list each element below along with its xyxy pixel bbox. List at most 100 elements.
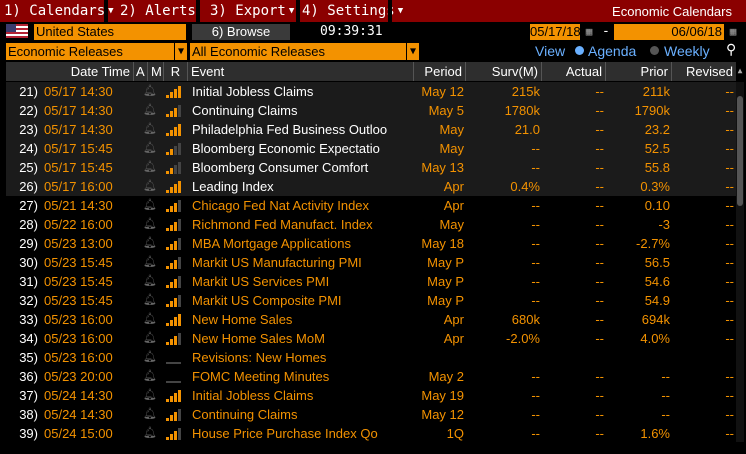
col-revised[interactable]: Revised	[686, 64, 733, 79]
table-row[interactable]: 36) 05/23 20:00 🔔︎ FOMC Meeting Minutes May …	[6, 367, 736, 386]
row-number[interactable]: 24)	[19, 141, 38, 156]
col-relevance[interactable]: R	[164, 62, 188, 81]
bell-icon[interactable]: 🔔︎	[143, 161, 157, 173]
table-row[interactable]: 35) 05/23 16:00 🔔︎ Revisions: New Homes	[6, 348, 736, 367]
row-event[interactable]: Bloomberg Consumer Comfort	[192, 160, 369, 175]
zoom-icon[interactable]: ⚲	[726, 42, 737, 58]
row-event[interactable]: FOMC Meeting Minutes	[192, 369, 330, 384]
radio-weekly-icon[interactable]	[650, 46, 659, 55]
col-survey[interactable]: Surv(M)	[466, 62, 542, 81]
calendar-icon[interactable]: ▦	[585, 25, 593, 38]
row-event[interactable]: House Price Purchase Index Qo	[192, 426, 378, 441]
bell-icon[interactable]: 🔔︎	[143, 332, 157, 344]
col-datetime[interactable]: Date Time	[6, 62, 134, 81]
row-event[interactable]: New Home Sales MoM	[192, 331, 325, 346]
bell-icon[interactable]: 🔔︎	[143, 199, 157, 211]
bell-icon[interactable]: 🔔︎	[143, 370, 157, 382]
menu-alerts[interactable]: 2) Alerts	[120, 3, 196, 19]
col-memo[interactable]: M	[148, 62, 164, 81]
bell-icon[interactable]: 🔔︎	[143, 313, 157, 325]
row-event[interactable]: New Home Sales	[192, 312, 293, 327]
row-number[interactable]: 37)	[19, 388, 38, 403]
row-number[interactable]: 34)	[19, 331, 38, 346]
table-row[interactable]: 22) 05/17 14:30 🔔︎ Continuing Claims May 5 17…	[6, 101, 736, 120]
row-number[interactable]: 35)	[19, 350, 38, 365]
view-option-agenda[interactable]: Agenda	[588, 43, 637, 59]
table-row[interactable]: 37) 05/24 14:30 🔔︎ Initial Jobless Claims Ma…	[6, 386, 736, 405]
row-event[interactable]: MBA Mortgage Applications	[192, 236, 351, 251]
row-number[interactable]: 33)	[19, 312, 38, 327]
table-row[interactable]: 29) 05/23 13:00 🔔︎ MBA Mortgage Application…	[6, 234, 736, 253]
bell-icon[interactable]: 🔔︎	[143, 237, 157, 249]
chevron-down-icon[interactable]: ▼	[174, 43, 187, 60]
row-number[interactable]: 29)	[19, 236, 38, 251]
row-event[interactable]: Bloomberg Economic Expectatio	[192, 141, 380, 156]
bell-icon[interactable]: 🔔︎	[143, 218, 157, 230]
row-number[interactable]: 28)	[19, 217, 38, 232]
calendar-icon[interactable]: ▦	[729, 25, 737, 38]
row-event[interactable]: Continuing Claims	[192, 103, 298, 118]
col-actual[interactable]: Actual	[542, 62, 606, 81]
row-event[interactable]: Continuing Claims	[192, 407, 298, 422]
row-event[interactable]: Markit US Composite PMI	[192, 293, 342, 308]
bell-icon[interactable]: 🔔︎	[143, 389, 157, 401]
row-event[interactable]: Markit US Manufacturing PMI	[192, 255, 362, 270]
row-number[interactable]: 39)	[19, 426, 38, 441]
subcategory-select[interactable]: All Economic Releases	[190, 43, 406, 60]
table-row[interactable]: 34) 05/23 16:00 🔔︎ New Home Sales MoM Apr -2.…	[6, 329, 736, 348]
bell-icon[interactable]: 🔔︎	[143, 142, 157, 154]
row-event[interactable]: Philadelphia Fed Business Outloo	[192, 122, 388, 137]
row-event[interactable]: Revisions: New Homes	[192, 350, 327, 365]
date-to-field[interactable]: 06/06/18	[614, 24, 724, 40]
bell-icon[interactable]: 🔔︎	[143, 256, 157, 268]
bell-icon[interactable]: 🔔︎	[143, 408, 157, 420]
col-alert[interactable]: A	[134, 62, 148, 81]
col-prior[interactable]: Prior	[606, 62, 672, 81]
row-number[interactable]: 21)	[19, 84, 38, 99]
row-event[interactable]: Leading Index	[192, 179, 274, 194]
row-event[interactable]: Chicago Fed Nat Activity Index	[192, 198, 370, 213]
row-number[interactable]: 38)	[19, 407, 38, 422]
bell-icon[interactable]: 🔔︎	[143, 275, 157, 287]
menu-calendars[interactable]: 1) Calendars ▼	[4, 3, 114, 19]
bell-icon[interactable]: 🔔︎	[143, 123, 157, 135]
chevron-down-icon[interactable]: ▼	[406, 43, 419, 60]
row-number[interactable]: 22)	[19, 103, 38, 118]
row-number[interactable]: 30)	[19, 255, 38, 270]
table-row[interactable]: 24) 05/17 15:45 🔔︎ Bloomberg Economic Expec…	[6, 139, 736, 158]
country-field[interactable]: United States	[34, 24, 186, 40]
row-number[interactable]: 32)	[19, 293, 38, 308]
menu-export[interactable]: 3) Export ▼	[210, 3, 295, 19]
scroll-up-icon[interactable]: ▲	[737, 66, 743, 75]
bell-icon[interactable]: 🔔︎	[143, 294, 157, 306]
row-event[interactable]: Initial Jobless Claims	[192, 388, 314, 403]
row-number[interactable]: 27)	[19, 198, 38, 213]
row-number[interactable]: 31)	[19, 274, 38, 289]
row-number[interactable]: 36)	[19, 369, 38, 384]
row-event[interactable]: Richmond Fed Manufact. Index	[192, 217, 373, 232]
date-from-field[interactable]: 05/17/18	[530, 24, 581, 40]
table-row[interactable]: 21) 05/17 14:30 🔔︎ Initial Jobless Claims Ma…	[6, 82, 736, 101]
table-row[interactable]: 26) 05/17 16:00 🔔︎ Leading Index Apr 0.4% -- 0.…	[6, 177, 736, 196]
row-number[interactable]: 26)	[19, 179, 38, 194]
bell-icon[interactable]: 🔔︎	[143, 427, 157, 439]
col-event[interactable]: Event	[188, 62, 414, 81]
row-event[interactable]: Markit US Services PMI	[192, 274, 330, 289]
row-event[interactable]: Initial Jobless Claims	[192, 84, 314, 99]
menu-settings[interactable]: 4) Settings ▼	[302, 3, 404, 19]
bell-icon[interactable]: 🔔︎	[143, 85, 157, 97]
radio-agenda-icon[interactable]	[575, 46, 584, 55]
bell-icon[interactable]: 🔔︎	[143, 104, 157, 116]
table-row[interactable]: 25) 05/17 15:45 🔔︎ Bloomberg Consumer Comfo…	[6, 158, 736, 177]
row-number[interactable]: 25)	[19, 160, 38, 175]
table-row[interactable]: 38) 05/24 14:30 🔔︎ Continuing Claims May 12 -…	[6, 405, 736, 424]
table-row[interactable]: 30) 05/23 15:45 🔔︎ Markit US Manufacturing …	[6, 253, 736, 272]
category-select[interactable]: Economic Releases	[6, 43, 174, 60]
bell-icon[interactable]: 🔔︎	[143, 180, 157, 192]
table-row[interactable]: 39) 05/24 15:00 🔔︎ House Price Purchase Ind…	[6, 424, 736, 443]
view-option-weekly[interactable]: Weekly	[664, 43, 710, 59]
bell-icon[interactable]: 🔔︎	[143, 351, 157, 363]
table-row[interactable]: 31) 05/23 15:45 🔔︎ Markit US Services PMI Ma…	[6, 272, 736, 291]
table-row[interactable]: 23) 05/17 14:30 🔔︎ Philadelphia Fed Busines…	[6, 120, 736, 139]
table-row[interactable]: 28) 05/22 16:00 🔔︎ Richmond Fed Manufact. I…	[6, 215, 736, 234]
